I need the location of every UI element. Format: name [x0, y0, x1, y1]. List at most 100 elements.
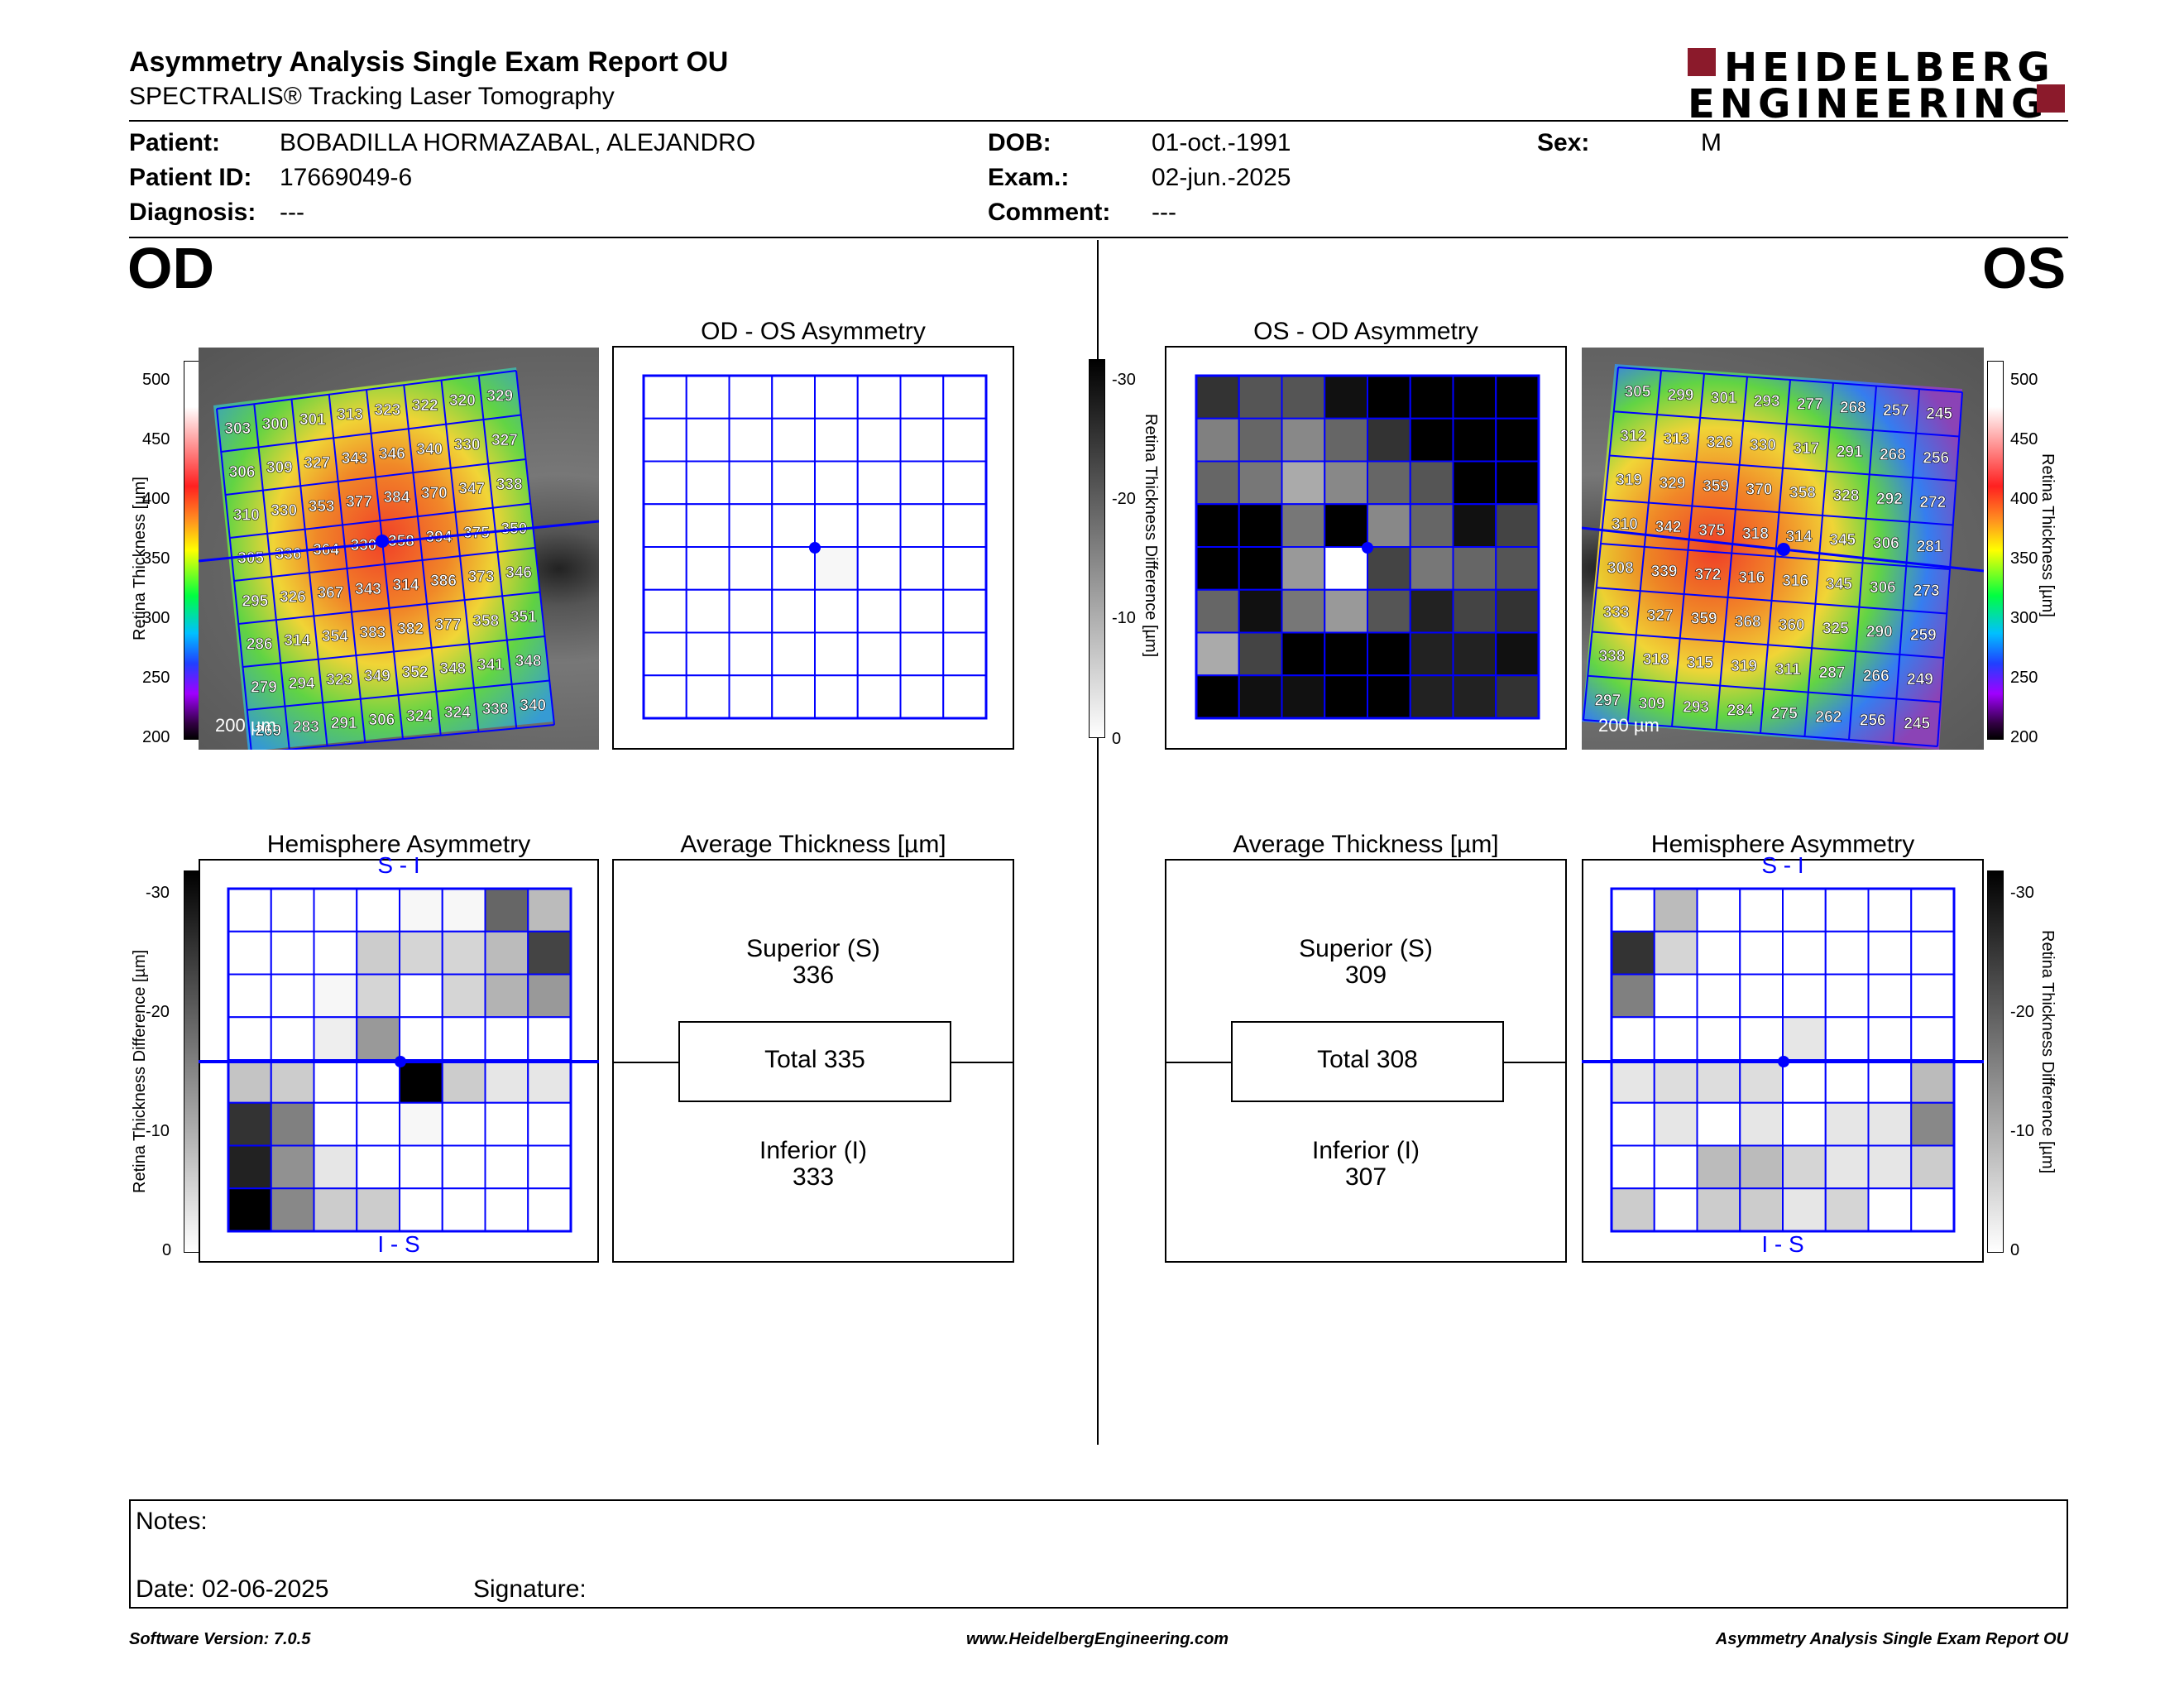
od-hemi-svg	[227, 887, 572, 1233]
os-thickness-value: 375	[1698, 522, 1725, 539]
notes-box[interactable]: Notes: Date: 02-06-2025 Signature:	[129, 1499, 2068, 1609]
grid-cell	[399, 888, 443, 933]
grid-cell	[441, 1016, 486, 1061]
grid-cell	[1281, 417, 1326, 463]
os-thickness-value: 327	[1647, 607, 1674, 625]
os-hemi-title: Hemisphere Asymmetry	[1650, 831, 1915, 858]
grid-cell	[1195, 375, 1240, 420]
od-thickness-grid	[216, 370, 555, 750]
grid-cell	[643, 503, 687, 548]
grid-cell	[1910, 973, 1955, 1019]
os-hemi-top-label: S - I	[1761, 852, 1804, 878]
os-thickness-tick: 400	[2010, 490, 2038, 508]
os-diff-tick: -20	[2010, 1003, 2034, 1021]
grid-cell	[1195, 631, 1240, 677]
grid-cell	[356, 1187, 400, 1232]
grid-cell	[1739, 888, 1784, 933]
grid-cell	[1409, 546, 1454, 591]
grid-cell	[356, 1059, 400, 1104]
grid-cell	[1324, 417, 1368, 463]
os-thickness-value: 268	[1880, 447, 1906, 464]
grid-cell	[1782, 930, 1827, 976]
grid-cell	[1910, 1059, 1955, 1104]
grid-cell	[527, 973, 572, 1019]
os-thickness-value: 291	[1837, 444, 1863, 461]
od-thickness-value: 326	[280, 589, 306, 607]
grid-cell	[1782, 1101, 1827, 1147]
od-thickness-value: 295	[242, 593, 269, 611]
os-thickness-tick: 350	[2010, 549, 2038, 568]
od-grid-line	[477, 375, 518, 729]
grid-cell	[1739, 973, 1784, 1019]
grid-cell	[1452, 503, 1497, 548]
od-diff-axis-label: Retina Thickness Difference [µm]	[131, 949, 149, 1193]
grid-cell	[643, 631, 687, 677]
od-thickness-value: 338	[482, 701, 509, 718]
grid-cell	[1281, 588, 1326, 634]
os-superior-value: 309	[1344, 961, 1387, 989]
grid-cell	[1653, 1101, 1698, 1147]
grid-cell	[814, 460, 859, 506]
os-eye-label: OS	[1982, 236, 2067, 300]
grid-cell	[1367, 417, 1411, 463]
grid-cell	[1910, 1101, 1955, 1147]
grid-cell	[1696, 1144, 1741, 1190]
od-thickness-value: 347	[458, 481, 485, 498]
od-thickness-value: 373	[468, 568, 495, 586]
grid-cell	[643, 417, 687, 463]
grid-cell	[728, 546, 774, 591]
od-thickness-value: 324	[444, 704, 471, 722]
os-thickness-value: 299	[1668, 386, 1694, 404]
od-diff-tick: -20	[146, 1003, 170, 1021]
grid-cell	[1238, 503, 1283, 548]
os-grid-line	[1892, 389, 1920, 744]
grid-cell	[1367, 631, 1411, 677]
grid-cell	[1782, 1144, 1827, 1190]
grid-cell	[1824, 1144, 1870, 1190]
grid-cell	[728, 417, 774, 463]
os-thickness-value: 309	[1639, 695, 1665, 712]
os-thickness-value: 318	[1643, 651, 1669, 669]
grid-cell	[1910, 1144, 1955, 1190]
od-thickness-value: 358	[472, 612, 499, 630]
grid-cell	[270, 973, 315, 1019]
grid-border	[642, 374, 988, 720]
od-thickness-value: 377	[346, 494, 372, 511]
os-diff-tick: 0	[2010, 1241, 2020, 1259]
od-thickness-value: 340	[416, 441, 443, 458]
od-thickness-value: 367	[318, 585, 344, 602]
os-thickness-value: 281	[1917, 538, 1943, 555]
grid-cell	[643, 674, 687, 719]
grid-cell	[484, 1101, 529, 1147]
grid-cell	[527, 888, 572, 933]
od-thickness-value: 309	[266, 459, 293, 477]
od-thickness-value: 322	[412, 397, 438, 415]
os-thickness-value: 358	[1789, 484, 1816, 501]
od-hemi-bottom-label: I - S	[377, 1231, 420, 1257]
grid-cell	[228, 1144, 272, 1190]
grid-cell	[527, 1144, 572, 1190]
os-thickness-value: 345	[1829, 532, 1856, 549]
grid-cell	[270, 1101, 315, 1147]
os-thickness-colorbar	[1987, 361, 2004, 740]
od-thickness-value: 310	[233, 506, 260, 524]
grid-cell	[313, 1187, 358, 1232]
os-hemi-fovea-marker	[1778, 1056, 1789, 1067]
grid-cell	[228, 1187, 272, 1232]
grid-cell	[1495, 631, 1540, 677]
os-thickness-value: 317	[1794, 440, 1820, 458]
report-title: Asymmetry Analysis Single Exam Report OU	[129, 46, 729, 78]
grid-cell	[313, 1144, 358, 1190]
grid-cell	[1782, 1059, 1827, 1104]
grid-cell	[771, 588, 816, 634]
od-thickness-value: 283	[293, 718, 319, 736]
od-thickness-value: 320	[449, 392, 476, 410]
grid-cell	[527, 930, 572, 976]
os-thickness-value: 290	[1866, 623, 1893, 640]
os-thickness-value: 287	[1819, 664, 1846, 682]
os-hemi-grid	[1610, 887, 1956, 1233]
os-thickness-value: 318	[1742, 525, 1769, 543]
website-link[interactable]: www.HeidelbergEngineering.com	[966, 1630, 1229, 1648]
od-thickness-value: 294	[289, 675, 315, 693]
header-divider	[129, 120, 2068, 122]
